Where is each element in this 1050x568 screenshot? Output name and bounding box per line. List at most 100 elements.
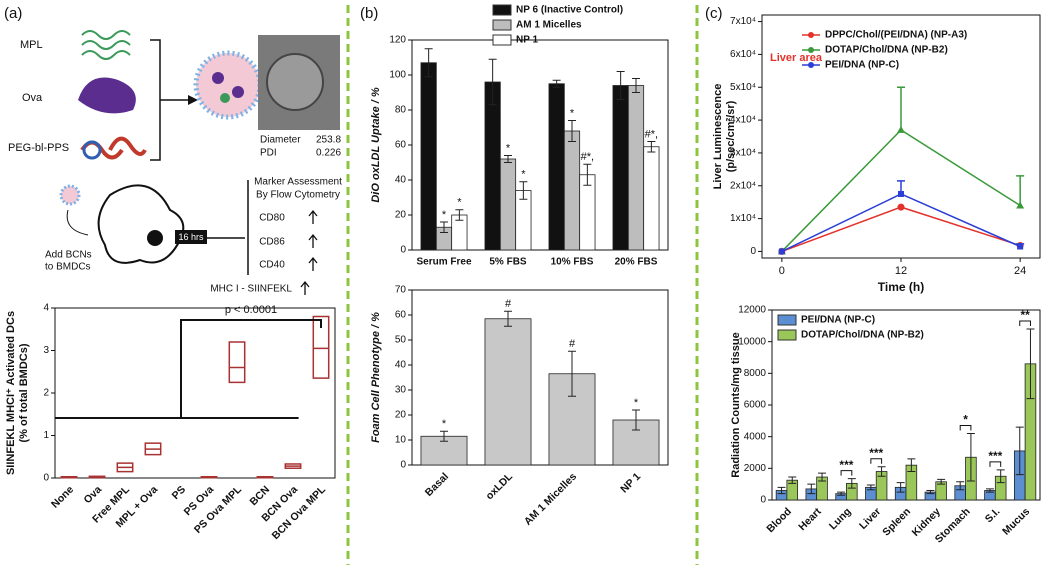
y-tick-label: 2x10⁴ bbox=[730, 180, 756, 191]
bar bbox=[612, 85, 629, 251]
y-tick-label: 1 bbox=[43, 430, 49, 441]
error-bar bbox=[504, 310, 512, 327]
y-tick-label: 50 bbox=[395, 335, 407, 346]
y-tick-label: 20 bbox=[395, 410, 407, 421]
y-tick-label: 120 bbox=[389, 35, 406, 46]
bar bbox=[420, 62, 437, 251]
annotation: * bbox=[521, 169, 526, 181]
y-axis-title: Foam Cell Phenotype / % bbox=[370, 312, 382, 443]
significance-label: ** bbox=[1020, 308, 1030, 322]
annotation: * bbox=[634, 397, 639, 409]
error-bar bbox=[847, 478, 856, 489]
nanoparticle bbox=[220, 93, 230, 103]
peg-icon bbox=[82, 140, 102, 160]
annotation: * bbox=[506, 142, 511, 154]
marker bbox=[897, 125, 905, 133]
x-tick-label: 5% FBS bbox=[489, 257, 527, 268]
marker bbox=[1016, 201, 1025, 209]
y-tick-label: 10000 bbox=[738, 336, 766, 347]
marker bbox=[1017, 243, 1024, 250]
x-tick-label: Serum Free bbox=[416, 257, 471, 268]
box bbox=[312, 315, 330, 379]
error-bar bbox=[1016, 175, 1025, 206]
y-axis-title: Liver Luminescence bbox=[712, 84, 724, 190]
label: PDI bbox=[260, 148, 277, 159]
y-tick-label: 60 bbox=[395, 140, 407, 151]
y-tick-label: 12000 bbox=[738, 305, 766, 316]
y-tick-label: 40 bbox=[395, 175, 407, 186]
box bbox=[228, 341, 246, 384]
annotation: Liver area bbox=[770, 52, 823, 64]
up-arrow bbox=[300, 209, 318, 295]
legend-swatch bbox=[777, 314, 797, 326]
label: By Flow Cytometry bbox=[256, 190, 340, 201]
error-bar bbox=[896, 482, 905, 493]
error-bar bbox=[926, 490, 935, 495]
error-bar bbox=[440, 430, 448, 442]
bar bbox=[643, 146, 660, 251]
marker bbox=[778, 248, 785, 255]
label: 253.8 bbox=[316, 135, 341, 146]
annotation: * bbox=[442, 418, 447, 430]
significance-bracket bbox=[989, 461, 1002, 467]
connector bbox=[150, 39, 188, 161]
legend-swatch bbox=[808, 47, 814, 53]
error-bar bbox=[788, 476, 797, 484]
label: Marker Assessment bbox=[254, 177, 342, 188]
legend-label: NP 1 bbox=[516, 35, 538, 46]
y-tick-label: 3 bbox=[43, 345, 49, 356]
legend-swatch bbox=[492, 34, 512, 46]
error-bar bbox=[488, 58, 497, 106]
bar bbox=[579, 174, 596, 251]
bar bbox=[548, 83, 565, 251]
y-axis-title: DiO oxLDL Uptake / % bbox=[370, 87, 382, 203]
error-bar bbox=[996, 469, 1005, 484]
error-bar bbox=[866, 484, 875, 491]
annotation: #*, bbox=[645, 128, 658, 140]
illustration: Diameter 253.8 PDI 0.226 MPL Ova PEG-bl-… bbox=[8, 30, 342, 295]
y-tick-label: 4x10⁴ bbox=[730, 115, 756, 126]
error-bar bbox=[568, 350, 576, 397]
y-axis-title: Radiation Counts/mg tissue bbox=[730, 332, 742, 477]
nanoparticle bbox=[59, 184, 81, 206]
annotation: * bbox=[457, 197, 462, 209]
error-bar bbox=[837, 491, 846, 496]
error-bar bbox=[956, 481, 965, 491]
y-tick-label: 70 bbox=[395, 285, 407, 296]
bar bbox=[484, 318, 532, 466]
ova-icon bbox=[78, 77, 136, 114]
y-tick-label: 100 bbox=[389, 70, 406, 81]
annotation: p < 0.0001 bbox=[225, 304, 277, 316]
y-tick-label: 7x10⁴ bbox=[730, 16, 756, 27]
y-tick-label: 0 bbox=[400, 245, 406, 256]
plot-frame bbox=[411, 289, 669, 466]
label: CD86 bbox=[259, 237, 285, 248]
error-bar bbox=[777, 486, 786, 495]
significance-label: *** bbox=[988, 449, 1002, 463]
error-bar bbox=[897, 86, 905, 130]
legend-label: DOTAP/Chol/DNA (NP-B2) bbox=[801, 330, 924, 341]
significance-bracket bbox=[1019, 320, 1031, 326]
label: 0.226 bbox=[316, 148, 341, 159]
error-bar bbox=[583, 163, 592, 186]
time-box bbox=[175, 230, 207, 244]
y-tick-label: 0 bbox=[750, 246, 756, 257]
error-bar bbox=[818, 472, 827, 482]
y-tick-label: 40 bbox=[395, 360, 407, 371]
label: MPL bbox=[20, 39, 43, 51]
legend-label: PEI/DNA (NP-C) bbox=[825, 60, 899, 71]
y-tick-label: 4 bbox=[43, 303, 49, 314]
arrowhead bbox=[188, 95, 198, 105]
nanoparticle bbox=[232, 86, 244, 98]
y-axis-title: SIINFEKL MHCI⁺ Activated DCs bbox=[5, 311, 17, 475]
legend-label: DPPC/Chol/(PEI/DNA) (NP-A3) bbox=[825, 30, 967, 41]
y-tick-label: 80 bbox=[395, 105, 407, 116]
error-bar bbox=[424, 48, 433, 78]
error-bar bbox=[966, 433, 975, 482]
error-bar bbox=[907, 458, 916, 472]
y-tick-label: 3x10⁴ bbox=[730, 148, 756, 159]
bar bbox=[627, 85, 645, 251]
error-bar bbox=[632, 409, 640, 431]
y-tick-label: 10 bbox=[395, 435, 407, 446]
